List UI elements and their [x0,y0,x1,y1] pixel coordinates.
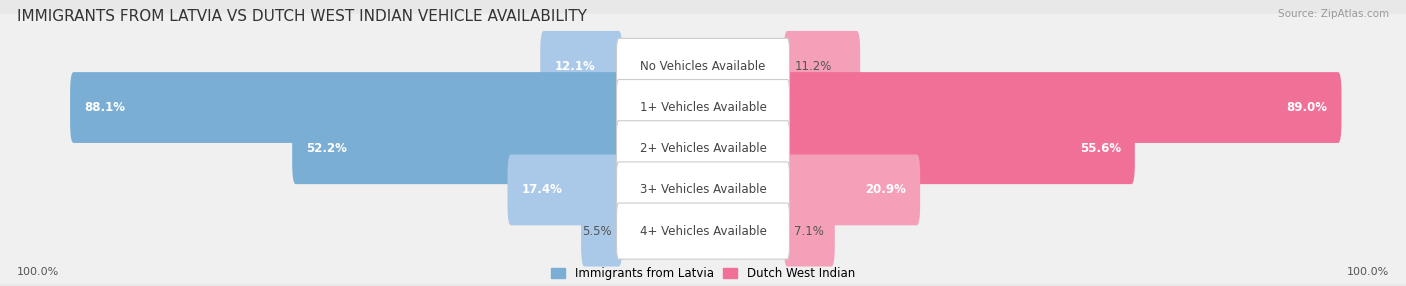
Text: 88.1%: 88.1% [84,101,125,114]
FancyBboxPatch shape [0,14,1406,119]
FancyBboxPatch shape [70,72,621,143]
Text: 1+ Vehicles Available: 1+ Vehicles Available [640,101,766,114]
Legend: Immigrants from Latvia, Dutch West Indian: Immigrants from Latvia, Dutch West India… [551,267,855,280]
FancyBboxPatch shape [581,196,621,267]
Text: 12.1%: 12.1% [554,60,595,73]
Text: 7.1%: 7.1% [794,225,824,238]
FancyBboxPatch shape [785,72,1341,143]
FancyBboxPatch shape [785,31,860,102]
Text: 100.0%: 100.0% [17,267,59,277]
FancyBboxPatch shape [785,196,835,267]
Text: 89.0%: 89.0% [1286,101,1327,114]
FancyBboxPatch shape [0,137,1406,243]
FancyBboxPatch shape [616,80,790,136]
FancyBboxPatch shape [540,31,621,102]
FancyBboxPatch shape [0,55,1406,160]
FancyBboxPatch shape [616,38,790,94]
Text: 4+ Vehicles Available: 4+ Vehicles Available [640,225,766,238]
Text: 100.0%: 100.0% [1347,267,1389,277]
FancyBboxPatch shape [616,203,790,259]
FancyBboxPatch shape [0,178,1406,284]
Text: 52.2%: 52.2% [307,142,347,155]
Text: 20.9%: 20.9% [865,183,905,196]
Text: 55.6%: 55.6% [1080,142,1121,155]
FancyBboxPatch shape [0,96,1406,201]
Text: 3+ Vehicles Available: 3+ Vehicles Available [640,183,766,196]
FancyBboxPatch shape [785,154,920,225]
FancyBboxPatch shape [292,113,621,184]
Text: No Vehicles Available: No Vehicles Available [640,60,766,73]
FancyBboxPatch shape [508,154,621,225]
FancyBboxPatch shape [616,121,790,177]
Text: IMMIGRANTS FROM LATVIA VS DUTCH WEST INDIAN VEHICLE AVAILABILITY: IMMIGRANTS FROM LATVIA VS DUTCH WEST IND… [17,9,586,23]
Text: 11.2%: 11.2% [794,60,832,73]
FancyBboxPatch shape [616,162,790,218]
Text: 5.5%: 5.5% [582,225,612,238]
Text: Source: ZipAtlas.com: Source: ZipAtlas.com [1278,9,1389,19]
Text: 17.4%: 17.4% [522,183,562,196]
Text: 2+ Vehicles Available: 2+ Vehicles Available [640,142,766,155]
FancyBboxPatch shape [785,113,1135,184]
